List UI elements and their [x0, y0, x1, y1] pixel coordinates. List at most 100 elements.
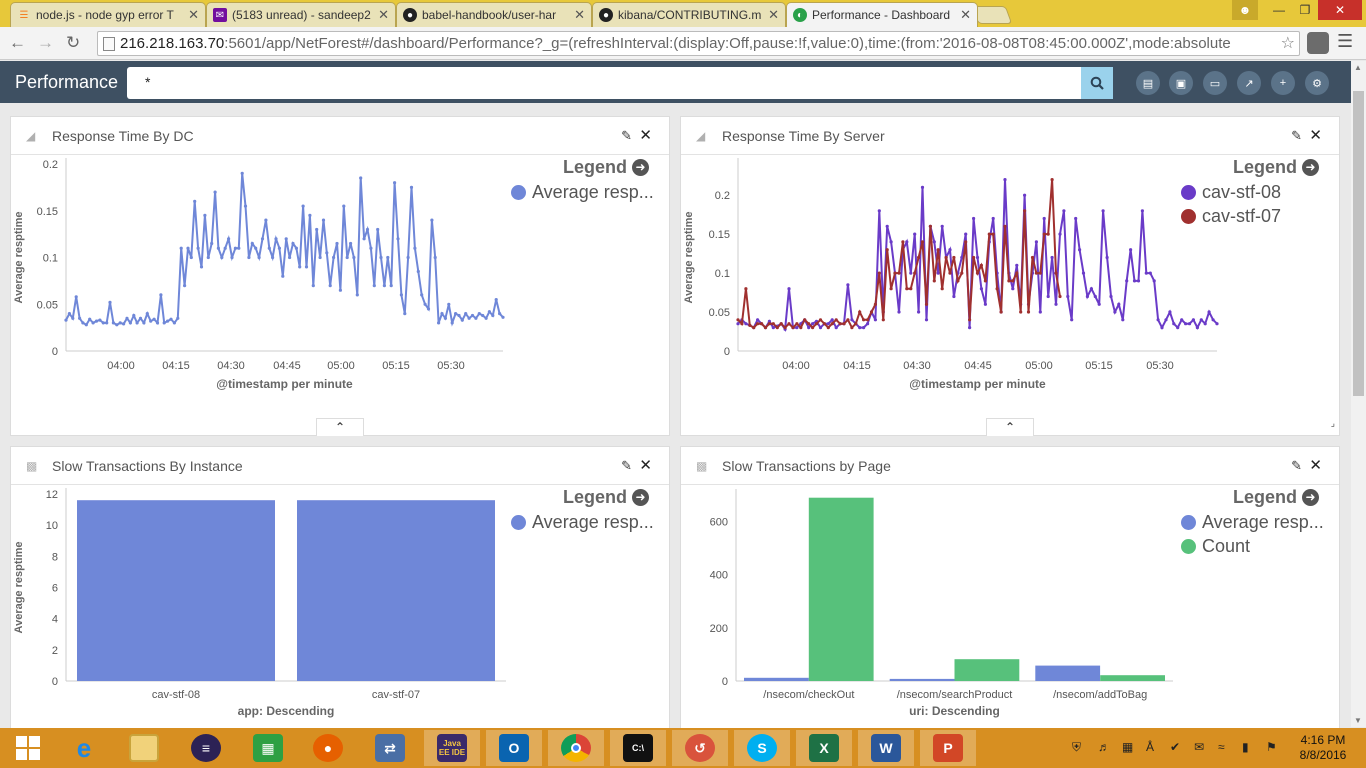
scroll-up-icon[interactable]: ▲: [1354, 63, 1362, 72]
save-icon[interactable]: ▣: [1169, 71, 1193, 95]
start-button[interactable]: [0, 730, 56, 766]
data-point: [233, 246, 237, 250]
legend-item[interactable]: cav-stf-08: [1131, 180, 1331, 204]
forward-icon[interactable]: →: [37, 33, 54, 52]
legend-toggle[interactable]: Legend ➜: [1131, 487, 1331, 508]
taskbar-app[interactable]: ⇄: [362, 730, 418, 766]
data-point: [936, 248, 940, 252]
bluetooth-icon[interactable]: Å: [1146, 740, 1155, 754]
close-panel-icon[interactable]: ✕: [639, 127, 652, 144]
data-point: [420, 293, 424, 297]
legend-item[interactable]: Count: [1131, 534, 1331, 558]
browser-tab[interactable]: ✉ (5183 unread) - sandeep2 ✕: [206, 2, 396, 27]
legend-toggle[interactable]: Legend ➜: [461, 157, 661, 178]
data-point: [1034, 240, 1038, 244]
edit-panel-icon[interactable]: ✎: [1291, 128, 1302, 143]
minimize-button[interactable]: —: [1273, 3, 1285, 17]
taskbar-app[interactable]: [548, 730, 604, 766]
close-panel-icon[interactable]: ✕: [1309, 457, 1322, 474]
taskbar-app[interactable]: e: [56, 730, 112, 766]
user-profile-icon[interactable]: ☻: [1232, 0, 1258, 20]
store-icon: ▦: [253, 734, 283, 762]
extension-icon[interactable]: [1307, 32, 1329, 54]
outlook-tray-icon[interactable]: ✉: [1194, 740, 1205, 754]
legend-item[interactable]: Average resp...: [461, 510, 661, 534]
ie-icon: e: [76, 732, 92, 763]
browser-tab[interactable]: ● babel-handbook/user-har ✕: [396, 2, 592, 27]
search-button[interactable]: [1081, 67, 1113, 99]
volume-icon[interactable]: ♬: [1098, 740, 1110, 754]
close-tab-icon[interactable]: ✕: [574, 7, 585, 22]
legend-item[interactable]: Average resp...: [1131, 510, 1331, 534]
data-point: [325, 251, 329, 255]
taskbar-app[interactable]: W: [858, 730, 914, 766]
taskbar-app[interactable]: Java EE IDE: [424, 730, 480, 766]
browser-tab-active[interactable]: ◐ Performance - Dashboard ✕: [786, 2, 978, 27]
data-point: [1156, 318, 1160, 322]
wifi-icon[interactable]: ≈: [1218, 740, 1225, 754]
legend-toggle[interactable]: Legend ➜: [461, 487, 661, 508]
vertical-scrollbar[interactable]: ▲ ▼: [1351, 61, 1366, 727]
data-point: [115, 323, 119, 327]
data-point: [850, 326, 854, 330]
edit-panel-icon[interactable]: ✎: [621, 458, 632, 473]
close-tab-icon[interactable]: ✕: [768, 7, 779, 22]
security-icon[interactable]: ✔: [1170, 740, 1181, 754]
taskbar-app[interactable]: O: [486, 730, 542, 766]
shield-icon[interactable]: ⛨: [1072, 740, 1082, 754]
url-field[interactable]: 216.218.163.70:5601/app/NetForest#/dashb…: [97, 31, 1300, 56]
back-icon[interactable]: ←: [9, 33, 26, 52]
taskbar-app[interactable]: ●: [300, 730, 356, 766]
add-panel-icon[interactable]: +: [1271, 71, 1295, 95]
flag-icon[interactable]: ⚑: [1266, 740, 1277, 754]
close-panel-icon[interactable]: ✕: [1309, 127, 1322, 144]
network-tray-icon[interactable]: ▦: [1122, 740, 1134, 754]
edit-panel-icon[interactable]: ✎: [1291, 458, 1302, 473]
taskbar-app[interactable]: ↺: [672, 730, 728, 766]
share-icon[interactable]: ↗: [1237, 71, 1261, 95]
legend-dot: [1181, 208, 1196, 224]
edit-panel-icon[interactable]: ✎: [621, 128, 632, 143]
restore-button[interactable]: ❐: [1299, 3, 1311, 17]
menu-icon[interactable]: ☰: [1337, 31, 1354, 51]
system-clock[interactable]: 4:16 PM 8/8/2016: [1290, 733, 1356, 763]
taskbar-app[interactable]: ≡: [178, 730, 234, 766]
resize-handle-icon[interactable]: ⌟: [1330, 418, 1335, 428]
reload-icon[interactable]: ↻: [66, 33, 81, 52]
settings-icon[interactable]: ⚙: [1305, 71, 1329, 95]
legend-item[interactable]: cav-stf-07: [1131, 204, 1331, 228]
search-input[interactable]: *: [127, 67, 1081, 99]
legend-item[interactable]: Average resp...: [461, 180, 661, 204]
taskbar-app[interactable]: S: [734, 730, 790, 766]
collapse-button[interactable]: ⌃: [986, 418, 1034, 436]
collapse-button[interactable]: ⌃: [316, 418, 364, 436]
browser-tab[interactable]: ● kibana/CONTRIBUTING.m ✕: [592, 2, 786, 27]
new-dashboard-icon[interactable]: ▤: [1136, 71, 1160, 95]
legend-toggle[interactable]: Legend ➜: [1131, 157, 1331, 178]
taskbar-app[interactable]: P: [920, 730, 976, 766]
taskbar-app[interactable]: C:\: [610, 730, 666, 766]
y-tick-label: 12: [46, 489, 58, 501]
taskbar-app[interactable]: ▦: [240, 730, 296, 766]
close-tab-icon[interactable]: ✕: [188, 7, 199, 22]
taskbar-app[interactable]: [116, 730, 172, 766]
data-point: [342, 204, 346, 208]
data-point: [81, 321, 85, 325]
bookmark-star-icon[interactable]: ☆: [1278, 32, 1295, 55]
data-point: [169, 317, 173, 321]
data-point: [1132, 279, 1137, 283]
close-tab-icon[interactable]: ✕: [378, 7, 389, 22]
data-point: [818, 326, 823, 330]
taskbar-app[interactable]: X: [796, 730, 852, 766]
browser-tab[interactable]: ☰ node.js - node gyp error T ✕: [10, 2, 206, 27]
legend-item-label: Average resp...: [532, 511, 654, 532]
line-chart: 0 0.05 0.1 0.15 0.2 04:00 04:15 04:30 04:45 05:00…: [13, 158, 505, 391]
close-tab-icon[interactable]: ✕: [960, 7, 971, 22]
battery-icon[interactable]: ▮: [1242, 740, 1249, 754]
scrollbar-thumb[interactable]: [1353, 91, 1364, 396]
open-icon[interactable]: ▭: [1203, 71, 1227, 95]
close-panel-icon[interactable]: ✕: [639, 457, 652, 474]
close-window-button[interactable]: ✕: [1318, 0, 1362, 20]
scroll-down-icon[interactable]: ▼: [1354, 716, 1362, 725]
data-point: [846, 318, 850, 322]
